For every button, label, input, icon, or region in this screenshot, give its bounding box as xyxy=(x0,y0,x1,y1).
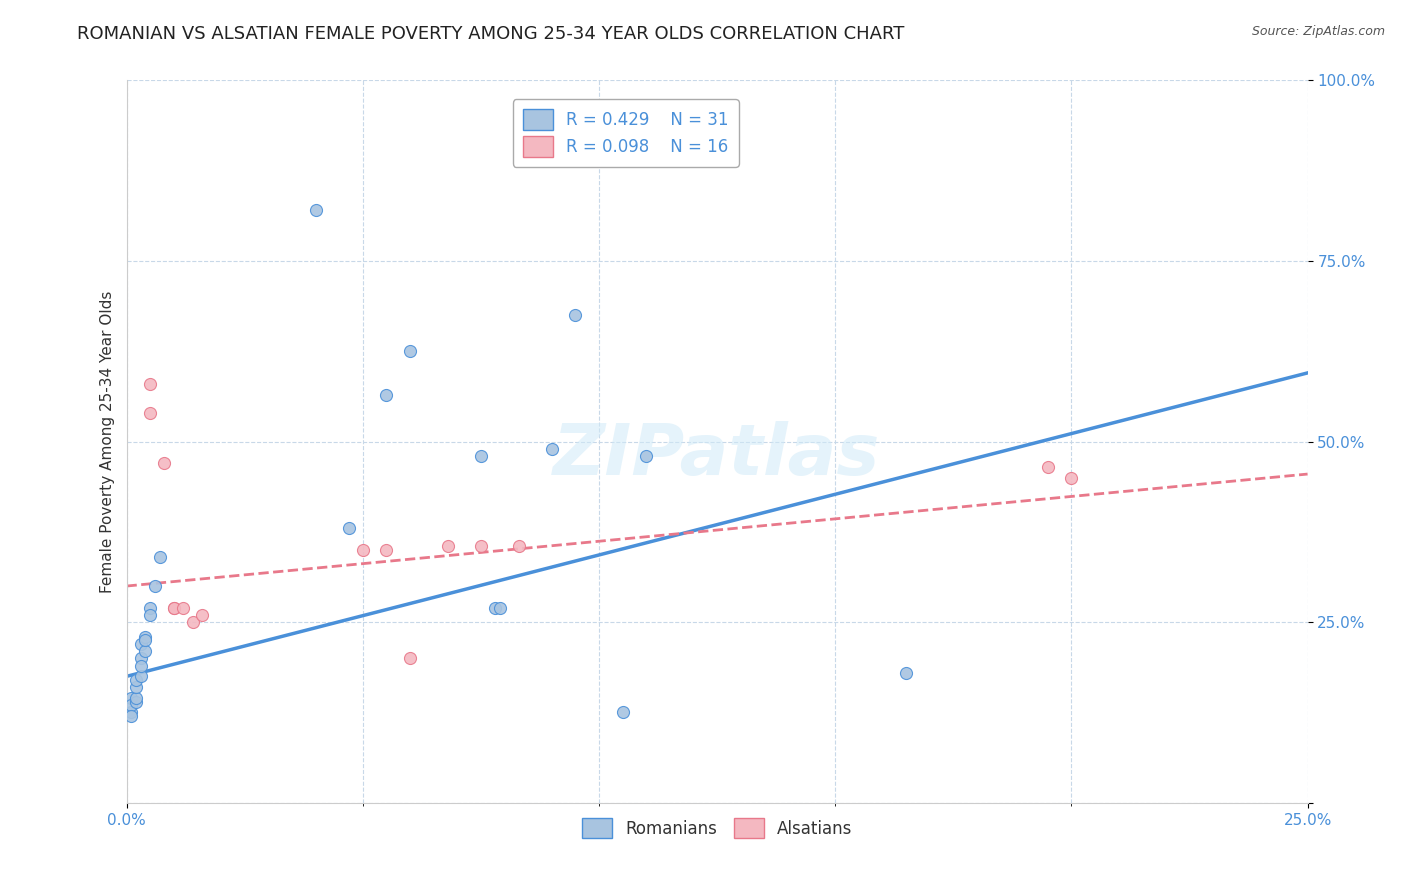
Point xyxy=(1060,470,1083,484)
Point xyxy=(120,691,142,706)
Text: ZIPatlas: ZIPatlas xyxy=(554,422,880,491)
Point xyxy=(399,344,422,359)
Point xyxy=(120,709,142,723)
Point xyxy=(352,542,374,557)
Point xyxy=(129,637,152,651)
Point xyxy=(143,579,166,593)
Point xyxy=(484,600,506,615)
Point xyxy=(564,308,586,322)
Point xyxy=(191,607,214,622)
Point xyxy=(636,449,658,463)
Point xyxy=(129,658,152,673)
Point xyxy=(129,651,152,665)
Point xyxy=(181,615,204,630)
Text: Source: ZipAtlas.com: Source: ZipAtlas.com xyxy=(1251,25,1385,38)
Point xyxy=(894,665,917,680)
Point xyxy=(163,600,186,615)
Point xyxy=(139,607,162,622)
Point xyxy=(125,673,148,687)
Point xyxy=(399,651,422,665)
Point xyxy=(470,449,492,463)
Point xyxy=(153,456,176,470)
Point xyxy=(1036,459,1059,474)
Point xyxy=(139,376,162,391)
Point xyxy=(172,600,194,615)
Point xyxy=(149,550,172,565)
Point xyxy=(508,539,530,553)
Y-axis label: Female Poverty Among 25-34 Year Olds: Female Poverty Among 25-34 Year Olds xyxy=(100,291,115,592)
Point xyxy=(134,644,156,658)
Point xyxy=(139,600,162,615)
Point xyxy=(488,600,510,615)
Point xyxy=(125,695,148,709)
Point xyxy=(134,630,156,644)
Point xyxy=(125,680,148,694)
Point xyxy=(337,521,360,535)
Point xyxy=(470,539,492,553)
Point xyxy=(120,706,142,720)
Point xyxy=(436,539,458,553)
Legend: Romanians, Alsatians: Romanians, Alsatians xyxy=(575,812,859,845)
Point xyxy=(612,706,634,720)
Point xyxy=(540,442,562,456)
Point xyxy=(375,542,398,557)
Point xyxy=(304,203,326,218)
Point xyxy=(125,691,148,706)
Point xyxy=(375,387,398,401)
Point xyxy=(163,600,186,615)
Point xyxy=(120,698,142,713)
Point xyxy=(134,633,156,648)
Point xyxy=(139,406,162,420)
Text: ROMANIAN VS ALSATIAN FEMALE POVERTY AMONG 25-34 YEAR OLDS CORRELATION CHART: ROMANIAN VS ALSATIAN FEMALE POVERTY AMON… xyxy=(77,25,904,43)
Point xyxy=(129,669,152,683)
